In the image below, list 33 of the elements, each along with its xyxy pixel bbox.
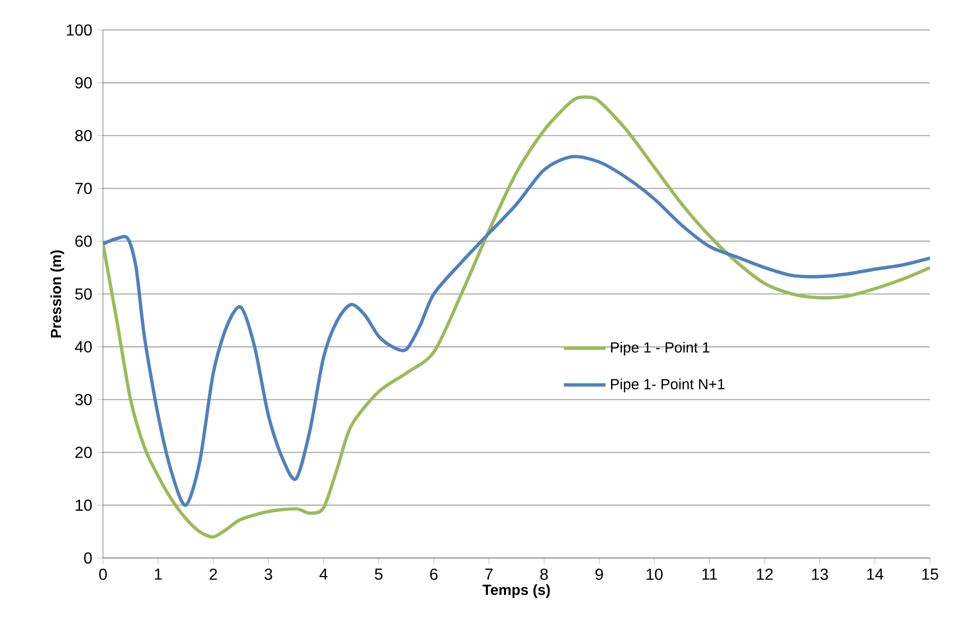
y-tick-label: 20 [75,446,92,458]
x-tick-label: 10 [646,568,663,580]
y-tick-label: 100 [66,24,92,36]
y-tick-label: 40 [74,341,92,352]
y-tick-label: 10 [76,500,92,511]
x-tick-label: 14 [867,568,884,580]
x-tick-label: 12 [756,568,773,580]
x-tick-label: 3 [264,568,272,580]
y-tick-label: 70 [75,182,92,194]
x-tick-label: 11 [702,568,717,580]
x-tick-label: 8 [540,568,548,580]
x-tick-label: 9 [596,568,603,580]
y-tick-label: 80 [75,130,92,142]
x-tick-label: 7 [485,568,493,580]
x-tick-label: 5 [374,568,382,580]
y-tick-label: 60 [75,236,92,247]
y-tick-label: 50 [75,288,92,300]
line-series [103,95,930,539]
line-series [103,154,930,507]
x-axis-title: Temps (s) [482,584,550,598]
x-tick-label: 15 [922,568,938,580]
y-axis-title: Pression (m) [50,250,64,338]
y-tick-label: 90 [75,77,92,88]
x-tick-label: 4 [319,568,328,580]
legend-label: Pipe 1 - Point 1 [611,342,710,356]
x-tick-label: 1 [154,568,162,580]
y-tick-label: 0 [84,552,92,564]
x-tick-label: 6 [430,568,438,580]
x-tick-label: 2 [210,568,217,580]
legend-label: Pipe 1- Point N+1 [611,378,724,392]
y-tick-label: 30 [75,394,92,406]
x-tick-label: 13 [812,568,828,580]
x-tick-label: 0 [99,568,107,580]
